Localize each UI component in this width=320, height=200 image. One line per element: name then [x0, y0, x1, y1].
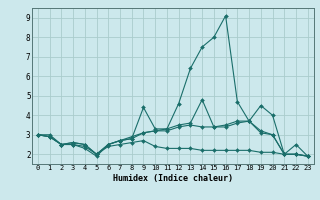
- X-axis label: Humidex (Indice chaleur): Humidex (Indice chaleur): [113, 174, 233, 183]
